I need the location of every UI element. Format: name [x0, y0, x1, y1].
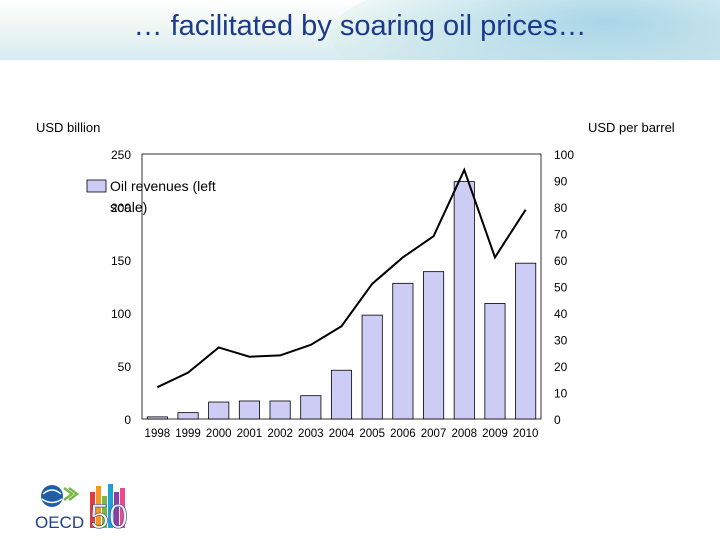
right-axis-unit: USD per barrel	[588, 120, 674, 135]
bar-1999	[177, 412, 199, 420]
right-tick-label: 80	[554, 201, 568, 215]
bar-2004	[330, 369, 353, 420]
x-tick-label: 2001	[237, 428, 263, 440]
bar-2006	[392, 282, 414, 420]
x-tick-label: 2000	[206, 428, 232, 440]
x-tick-label: 1999	[175, 428, 201, 440]
left-tick-label: 100	[111, 307, 131, 321]
x-tick-label: 2003	[298, 428, 324, 440]
right-tick-label: 90	[554, 175, 568, 189]
x-tick-label: 2006	[390, 428, 416, 440]
oecd-globe-icon	[41, 485, 63, 507]
legend-label-line1: Oil revenues (left	[110, 178, 216, 194]
bar-2010	[515, 262, 537, 420]
left-tick-label: 0	[124, 413, 131, 427]
left-axis-unit: USD billion	[36, 120, 101, 135]
left-axis: 0 50 100 150 200 250	[111, 148, 131, 427]
legend: Oil revenues (left scale)	[86, 178, 216, 215]
header-swoosh	[330, 0, 720, 60]
x-tick-label: 2008	[451, 428, 477, 440]
x-tick-label: 2004	[329, 428, 355, 440]
x-tick-label: 2007	[421, 428, 447, 440]
bar-2008	[453, 181, 475, 420]
right-tick-label: 50	[554, 281, 568, 295]
x-axis-labels: 1998 1999 2000 2001 2002 2003 2004 2005 2006 2007…	[145, 428, 539, 440]
bar-2002	[269, 400, 291, 420]
bar-1998	[146, 416, 168, 420]
right-tick-label: 20	[554, 360, 568, 374]
left-tick-label: 200	[111, 201, 131, 215]
left-tick-label: 250	[111, 148, 131, 162]
bar-series	[146, 181, 537, 420]
left-tick-label: 50	[118, 360, 132, 374]
legend-swatch	[86, 179, 107, 193]
oil-price-line	[156, 167, 527, 389]
header-banner: … facilitated by soaring oil prices…	[0, 0, 720, 60]
right-tick-label: 60	[554, 254, 568, 268]
oecd-50-logo: OECD 50	[35, 484, 128, 532]
right-tick-label: 10	[554, 387, 568, 401]
slide-title: … facilitated by soaring oil prices…	[133, 10, 587, 42]
right-tick-label: 40	[554, 307, 568, 321]
bar-2003	[300, 395, 322, 420]
anniversary-number: 50	[90, 498, 128, 532]
bar-2005	[361, 314, 383, 420]
bar-2009	[484, 303, 506, 420]
x-tick-label: 2002	[267, 428, 293, 440]
x-tick-label: 2005	[359, 428, 385, 440]
right-tick-label: 70	[554, 228, 568, 242]
oecd-logo-text: OECD	[35, 513, 84, 532]
right-tick-label: 30	[554, 334, 568, 348]
right-tick-label: 0	[554, 413, 561, 427]
x-tick-label: 2010	[513, 428, 539, 440]
x-tick-label: 1998	[145, 428, 171, 440]
left-tick-label: 150	[111, 254, 131, 268]
right-tick-label: 100	[554, 148, 574, 162]
right-axis: 0 10 20 30 40 50 60 70 80 90 100	[554, 148, 574, 427]
bar-2000	[208, 401, 230, 420]
bar-2007	[423, 271, 445, 420]
legend-label-line2: scale)	[110, 199, 147, 215]
bar-2001	[238, 400, 260, 420]
x-tick-label: 2009	[482, 428, 508, 440]
